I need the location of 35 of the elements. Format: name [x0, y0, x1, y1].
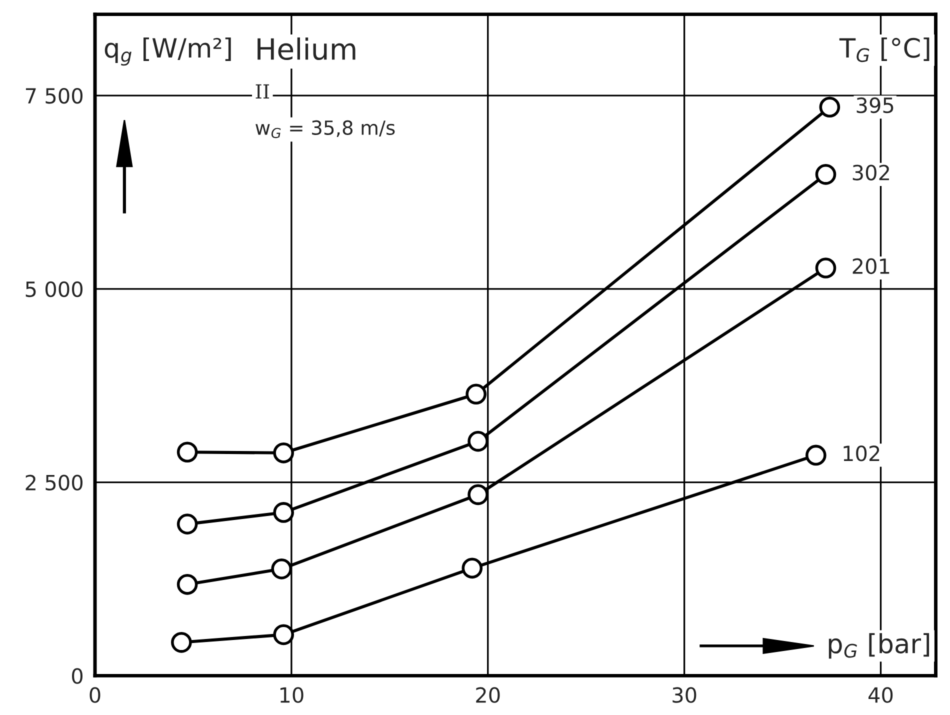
- series-label: 201: [852, 258, 890, 274]
- series-label: 102: [844, 446, 880, 462]
- text: II: [256, 84, 270, 99]
- x-tick-label: 40: [868, 687, 893, 703]
- series-label: 302: [852, 164, 889, 180]
- y-tick-label: 2 500: [26, 474, 83, 490]
- point: [466, 384, 487, 405]
- point: [819, 96, 840, 118]
- x-tick-label: 30: [672, 687, 696, 703]
- series-label: 395: [856, 97, 894, 114]
- text: Helium: [258, 37, 356, 60]
- point: [815, 164, 836, 185]
- point: [171, 632, 192, 653]
- point: [176, 514, 198, 534]
- x-tick-label: 20: [476, 687, 500, 703]
- legend-title: T$_{G}$ [°C]: [839, 37, 930, 62]
- point: [271, 558, 292, 580]
- y-tick-label: 0: [72, 668, 83, 684]
- point: [468, 430, 488, 452]
- annotation: w$_{G}$ = 35,8 m/s: [256, 120, 395, 138]
- y-tick-label: 7 500: [26, 88, 83, 104]
- point: [273, 442, 294, 464]
- point: [273, 502, 294, 523]
- point: [273, 624, 294, 646]
- point: [468, 484, 488, 506]
- y-axis-title: q$_{g}$ [W/m²]: [104, 37, 231, 66]
- point: [806, 444, 826, 466]
- point: [462, 558, 483, 579]
- point: [815, 258, 836, 278]
- x-tick-label: 0: [90, 687, 100, 703]
- x-tick-label: 10: [280, 687, 304, 703]
- y-tick-label: 5 000: [26, 281, 83, 298]
- point: [176, 574, 198, 595]
- x-axis-title: p$_{G}$ [bar]: [828, 633, 930, 659]
- point: [176, 442, 198, 463]
